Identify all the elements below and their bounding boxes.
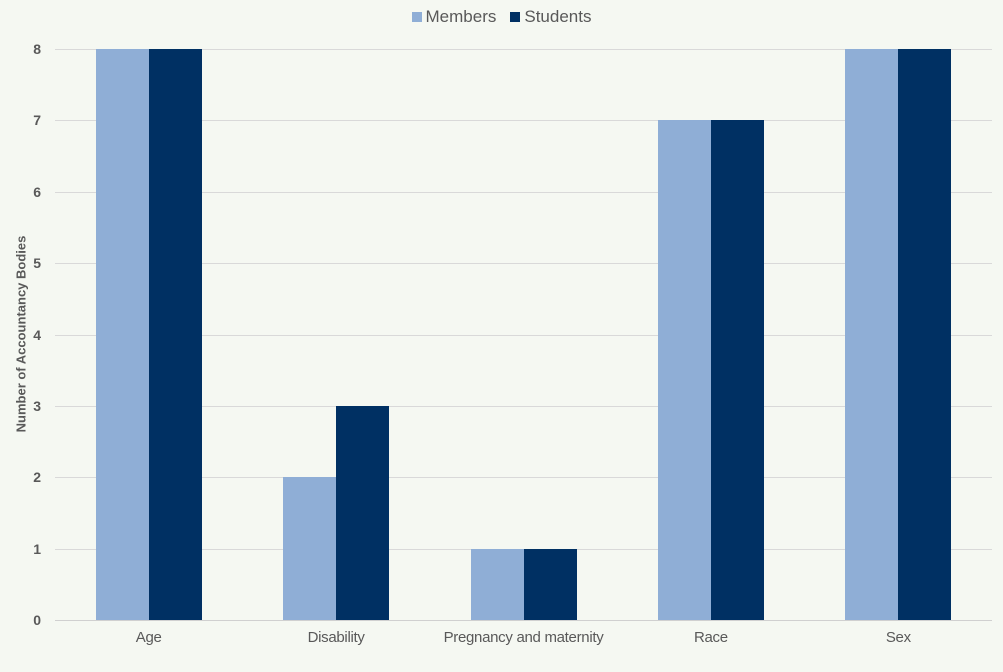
bar-members [95,49,149,620]
legend-swatch-students [510,12,521,22]
legend-label-students: Students [524,7,592,26]
bar-students [523,548,577,620]
bar-group-age [95,49,202,620]
y-tick-label: 2 [33,469,41,486]
legend-swatch-members [411,12,422,22]
bar-group-sex [845,49,952,620]
x-tick-label: Race [693,629,728,646]
x-tick-label: Age [135,629,162,646]
legend-item-members: Members [411,7,497,27]
bar-members [845,49,899,620]
bar-group-disability [283,49,390,620]
gridline [55,49,992,50]
y-tick-label: 1 [33,540,41,557]
y-tick-label: 3 [33,397,41,414]
x-tick-label: Disability [307,629,365,646]
bar-members [657,120,711,620]
bar-students [710,120,764,620]
bar-members [283,477,337,620]
gridline [55,191,992,193]
y-tick-label: 4 [33,326,41,343]
y-tick-label: 8 [33,41,41,57]
gridline [55,334,992,336]
legend-label-members: Members [425,7,497,26]
gridline [55,263,992,265]
gridline [55,120,992,122]
bar-students [336,405,390,620]
gridline [55,405,992,407]
bar-members [470,548,524,620]
y-tick-label: 5 [33,255,41,272]
y-tick-label: 0 [33,612,41,628]
x-tick-label: Pregnancy and maternity [443,629,604,646]
y-tick-label: 7 [33,112,41,129]
gridline [55,477,992,479]
x-axis-line [55,620,992,621]
legend-item-students: Students [510,7,591,27]
bar-students [898,49,952,620]
x-tick-label: Sex [885,629,911,646]
bar-group-pregnancy-and-maternity [470,49,577,620]
plot-area: 0 1 2 3 4 5 6 7 8 Age Disability Pregnancy and mate… [33,41,992,646]
chart-legend: Members Students [0,7,1003,27]
bar-group-race [657,49,764,620]
y-tick-label: 6 [33,183,41,200]
bar-students [148,49,202,620]
